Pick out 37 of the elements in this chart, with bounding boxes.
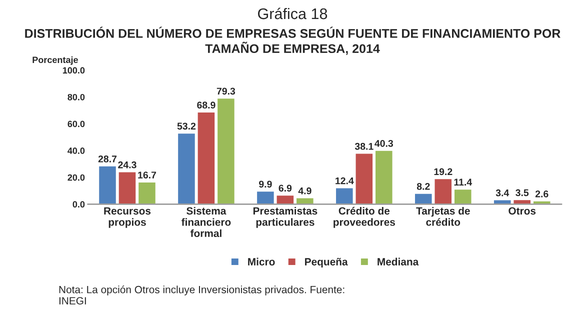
data-label: 68.9 [197,102,216,109]
data-label: 28.7 [98,156,117,162]
legend-label: Pequeña [305,258,348,268]
data-label: 4.9 [298,187,312,194]
y-tick-label: 60.0 [68,120,85,128]
x-tick-label: Otros [508,207,536,215]
x-tick-label: Crédito de proveedores [334,206,395,228]
y-axis-title: Porcentaje [32,56,78,65]
x-tick-label: Sistema financiero formal [182,206,231,238]
data-label: 40.3 [374,140,394,147]
data-label: 9.9 [259,180,272,188]
data-label: 38.1 [354,142,374,150]
data-label: 79.3 [216,88,236,95]
text: Nota: La opción Otros incluye Inversionistas privados. Fuente: INEGI [59,286,344,304]
chart-title: Gráfica 18 [258,8,328,20]
data-label: 53.2 [177,122,196,130]
y-tick-label: 100.0 [62,67,85,74]
data-label: 11.4 [454,178,472,186]
data-label: 12.4 [336,177,354,184]
y-tick-label: 20.0 [68,174,85,181]
data-label: 6.9 [278,184,292,192]
x-tick-label: Prestamistas particulares [253,206,318,228]
data-label: 3.5 [516,189,529,196]
data-label: 24.3 [118,161,136,168]
legend-label: Micro [248,258,275,266]
y-tick-label: 40.0 [68,148,85,154]
data-label: 3.4 [496,189,510,196]
x-tick-label: Tarjetas de crédito [416,206,470,226]
x-tick-label: Recursos propios [104,207,151,228]
y-tick-label: 80.0 [68,94,85,100]
legend-label: Mediana [378,258,419,266]
data-label: 19.2 [434,168,452,176]
data-label: 2.6 [535,190,548,198]
data-label: 8.2 [416,182,430,190]
chart-subtitle: DISTRIBUCIÓN DEL NÚMERO DE EMPRESAS SEGÚN FUENTE DE FINANCIAMIENTO POR TAMAÑO DE EMPRESA, 2014 [25,26,560,55]
data-label: 16.7 [138,172,156,178]
y-tick-label: 0.0 [72,201,85,208]
